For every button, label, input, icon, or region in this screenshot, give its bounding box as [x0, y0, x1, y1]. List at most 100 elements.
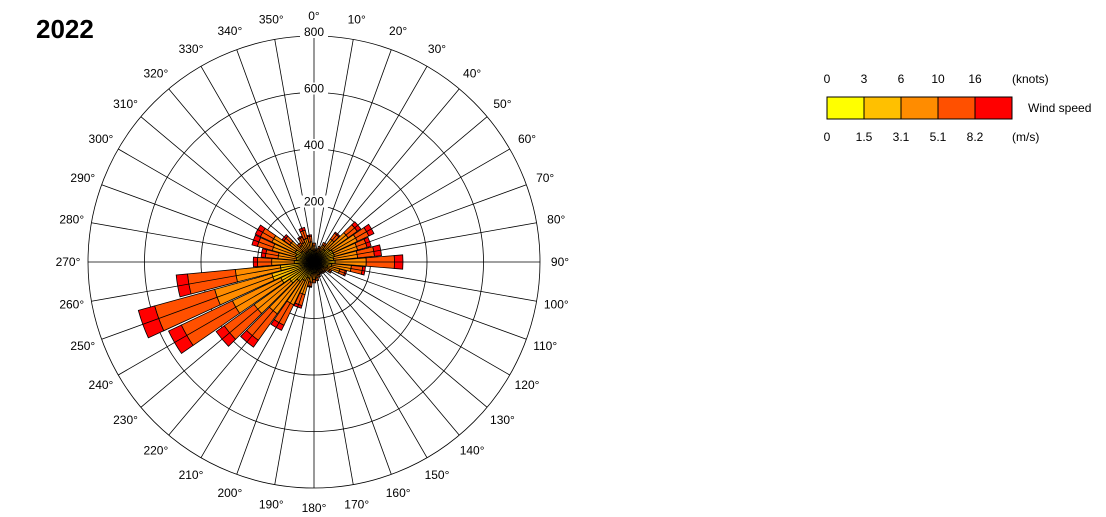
radial-line — [313, 261, 527, 340]
radial-tick-labels: 200 400 600 800 — [300, 25, 328, 209]
legend-ms-ticks: 0 1.5 3.1 5.1 8.2 — [824, 130, 984, 144]
direction-label: 170° — [344, 497, 369, 511]
direction-label: 310° — [113, 97, 138, 111]
radial-line — [168, 261, 315, 436]
direction-label: 20° — [389, 24, 407, 38]
radial-line — [101, 184, 315, 263]
radial-line — [313, 261, 488, 408]
legend-knots-tick: 10 — [931, 72, 945, 86]
radial-line — [313, 261, 392, 475]
direction-label: 180° — [302, 501, 327, 515]
radial-label-bg — [300, 139, 328, 151]
radial-lines-overlay — [88, 36, 540, 488]
radial-line — [91, 261, 315, 302]
radial-line — [313, 261, 428, 458]
radial-line — [313, 66, 428, 263]
direction-label: 250° — [70, 339, 95, 353]
radial-line — [313, 49, 392, 263]
direction-label: 190° — [259, 497, 284, 511]
radial-line — [101, 261, 315, 340]
direction-label: 240° — [89, 378, 114, 392]
direction-label: 80° — [547, 212, 565, 226]
direction-label: 260° — [59, 298, 84, 312]
radial-line — [200, 261, 315, 458]
legend-label: Wind speed — [1028, 101, 1091, 115]
radial-line — [118, 148, 315, 263]
radial-line — [313, 39, 354, 263]
radial-line — [313, 261, 510, 376]
chart-title: 2022 — [36, 14, 94, 44]
legend-swatch-2 — [900, 96, 939, 120]
wind-speed-legend: 0 3 6 10 16 (knots) Wind speed 0 1.5 3.1 5.1 8.2… — [824, 72, 1092, 144]
radial-label-bg — [300, 195, 328, 208]
direction-label: 270° — [56, 255, 81, 269]
radial-line — [236, 49, 315, 263]
direction-label: 210° — [179, 468, 204, 482]
radial-line — [140, 116, 315, 263]
direction-label: 70° — [536, 171, 554, 185]
legend-knots-tick: 0 — [824, 72, 831, 86]
bar-segment-250-bin-4 — [137, 305, 165, 339]
direction-label: 120° — [515, 378, 540, 392]
radial-line — [313, 88, 460, 263]
legend-knots-tick: 3 — [861, 72, 868, 86]
direction-label: 230° — [113, 413, 138, 427]
radial-line — [274, 39, 315, 263]
legend-swatch-1 — [863, 96, 902, 120]
direction-label: 30° — [428, 42, 446, 56]
radial-label-bg — [300, 26, 328, 38]
direction-label: 200° — [217, 486, 242, 500]
radial-label-bg — [300, 82, 328, 95]
direction-label: 110° — [533, 339, 557, 353]
direction-label: 140° — [460, 443, 485, 457]
radial-tick-label: 200 — [304, 195, 324, 209]
legend-swatches — [826, 96, 1013, 120]
radial-line — [313, 184, 527, 263]
radial-tick-label: 400 — [304, 138, 324, 152]
radial-line — [200, 66, 315, 263]
radial-line — [140, 261, 315, 408]
radial-line — [313, 116, 488, 263]
direction-label: 290° — [70, 171, 95, 185]
radial-line — [313, 261, 354, 485]
direction-label: 50° — [493, 97, 511, 111]
direction-label: 90° — [551, 255, 569, 269]
legend-knots-tick: 6 — [898, 72, 905, 86]
direction-label: 10° — [348, 13, 366, 27]
direction-label: 340° — [217, 24, 242, 38]
radial-line — [313, 222, 537, 263]
legend-ms-tick: 8.2 — [967, 130, 984, 144]
direction-label: 0° — [308, 9, 320, 23]
legend-knots-ticks: 0 3 6 10 16 — [824, 72, 982, 86]
direction-labels: 0° 10° 20° 30° 40° 50° 60° 70° 80° 90° 100° 110° 120… — [56, 9, 570, 515]
legend-ms-tick: 5.1 — [930, 130, 947, 144]
radial-line — [236, 261, 315, 475]
wind-rose-plot: 0° 10° 20° 30° 40° 50° 60° 70° 80° 90° 100° 110° 120… — [56, 9, 570, 515]
direction-label: 60° — [518, 132, 536, 146]
direction-label: 130° — [490, 413, 515, 427]
direction-label: 40° — [463, 67, 481, 81]
direction-label: 100° — [544, 298, 569, 312]
radial-line — [313, 261, 460, 436]
legend-swatch-0 — [826, 96, 865, 120]
radial-tick-label: 800 — [304, 25, 324, 39]
radial-line — [274, 261, 315, 485]
radial-line — [118, 261, 315, 376]
radial-line — [168, 88, 315, 263]
legend-knots-unit: (knots) — [1012, 72, 1049, 86]
legend-knots-tick: 16 — [968, 72, 982, 86]
radial-tick-label: 600 — [304, 82, 324, 96]
wind-rose-bars — [137, 221, 404, 354]
legend-ms-tick: 0 — [824, 130, 831, 144]
direction-label: 220° — [143, 443, 168, 457]
radial-line — [313, 148, 510, 263]
radial-line — [313, 261, 537, 302]
bar-segment-260-bin-4 — [175, 273, 192, 298]
legend-swatch-3 — [937, 96, 976, 120]
direction-label: 320° — [143, 67, 168, 81]
direction-label: 350° — [259, 13, 284, 27]
legend-ms-tick: 1.5 — [856, 130, 873, 144]
legend-swatch-4 — [974, 96, 1013, 120]
legend-ms-tick: 3.1 — [893, 130, 910, 144]
legend-ms-unit: (m/s) — [1012, 130, 1039, 144]
